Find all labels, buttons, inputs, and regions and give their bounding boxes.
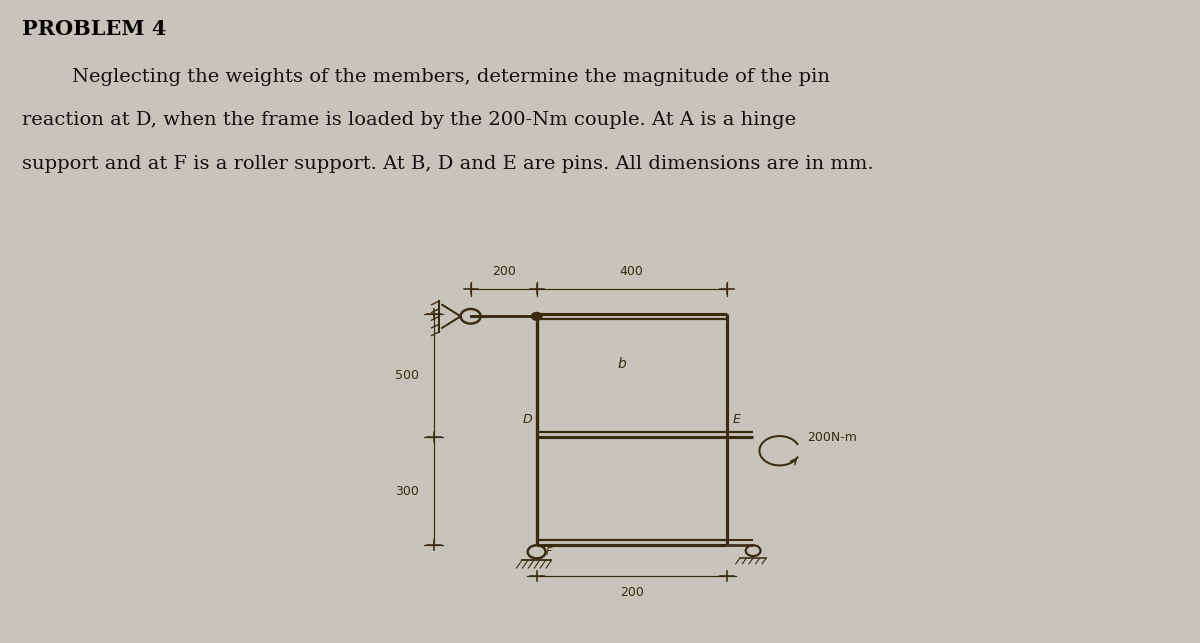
- Text: 300: 300: [395, 485, 419, 498]
- Text: 200N-m: 200N-m: [808, 431, 857, 444]
- Text: 200: 200: [619, 586, 643, 599]
- Text: E: E: [733, 413, 740, 426]
- Circle shape: [532, 312, 542, 320]
- Text: reaction at D, when the frame is loaded by the 200-Nm couple. At A is a hinge: reaction at D, when the frame is loaded …: [22, 111, 796, 129]
- Text: 200: 200: [492, 265, 516, 278]
- Text: b: b: [618, 357, 626, 371]
- Text: Neglecting the weights of the members, determine the magnitude of the pin: Neglecting the weights of the members, d…: [22, 68, 829, 86]
- Text: PROBLEM 4: PROBLEM 4: [22, 19, 166, 39]
- Text: support and at F is a roller support. At B, D and E are pins. All dimensions are: support and at F is a roller support. At…: [22, 155, 874, 173]
- Text: D: D: [523, 413, 533, 426]
- Text: 400: 400: [619, 265, 643, 278]
- Text: F: F: [546, 547, 552, 557]
- Text: 500: 500: [395, 369, 419, 382]
